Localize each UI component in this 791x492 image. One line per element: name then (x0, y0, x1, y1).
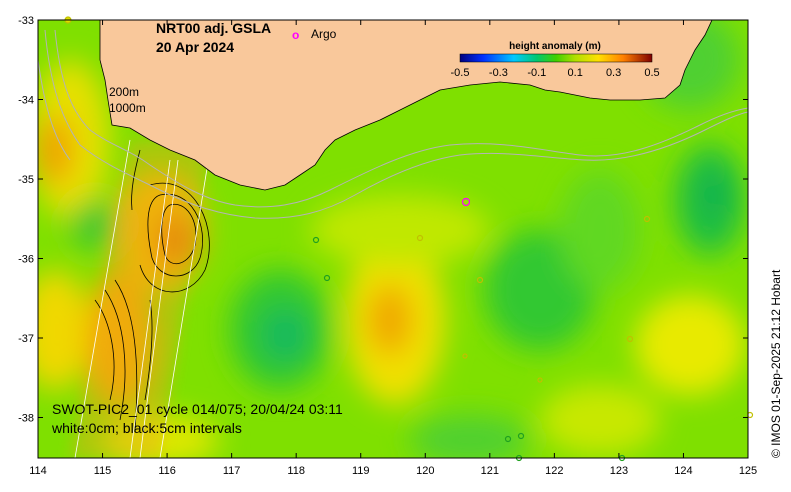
colorbar-tick-label: -0.5 (451, 67, 470, 79)
y-tick-label: -36 (18, 254, 34, 266)
x-tick-label: 114 (29, 465, 47, 477)
y-tick-label: -37 (18, 333, 34, 345)
map-date: 20 Apr 2024 (156, 39, 234, 55)
x-tick-label: 117 (223, 465, 241, 477)
x-tick-label: 116 (158, 465, 176, 477)
x-tick-label: 125 (739, 465, 757, 477)
swot-contours (94, 149, 210, 431)
x-tick-label: 124 (674, 465, 692, 477)
x-tick-label: 123 (610, 465, 628, 477)
x-tick-label: 121 (481, 465, 499, 477)
colorbar-title: height anomaly (m) (509, 41, 601, 52)
y-axis: -33 -34 -35 -36 -37 -38 (18, 15, 748, 425)
argo-legend-marker: o (292, 28, 299, 42)
swot-caption: SWOT-PIC2_01 cycle 014/075; 20/04/24 03:… (52, 401, 343, 417)
x-tick-label: 119 (352, 465, 370, 477)
y-tick-label: -33 (18, 15, 34, 27)
colorbar-tick-label: 0.5 (644, 67, 659, 79)
x-tick-label: 115 (94, 465, 112, 477)
x-tick-label: 118 (287, 465, 305, 477)
argo-float-marker (461, 197, 471, 207)
y-tick-label: -34 (18, 95, 34, 107)
plot-frame (37, 19, 749, 459)
x-tick-label: 122 (545, 465, 563, 477)
y-tick-label: -38 (18, 413, 34, 425)
isobaths (38, 29, 748, 219)
contour-caption: white:0cm; black:5cm intervals (51, 420, 242, 436)
swot-swath (70, 140, 210, 458)
isobath-label-1000m: 1000m (109, 101, 146, 115)
y-tick-label: -35 (18, 174, 34, 186)
argo-legend-label: Argo (311, 27, 337, 41)
colorbar-tick-label: -0.1 (527, 67, 546, 79)
colorbar-tick-label: -0.3 (489, 67, 508, 79)
isobath-label-200m: 200m (109, 85, 139, 99)
credit-text: © IMOS 01-Sep-2025 21:12 Hobart (769, 269, 783, 458)
colorbar-tick-label: 0.3 (606, 67, 621, 79)
colorbar (459, 53, 653, 63)
x-axis: 114 115 116 117 118 119 120 121 122 123 124 125 (29, 20, 757, 477)
land-australia (38, 19, 713, 191)
colorbar-tick-label: 0.1 (568, 67, 583, 79)
colorbar-legend: height anomaly (m) -0.5 -0.3 -0.1 0.1 0.3 0.5 (451, 41, 660, 79)
swot-zero-contours (74, 139, 211, 458)
x-tick-label: 120 (416, 465, 434, 477)
map-title: NRT00 adj. GSLA (156, 20, 271, 36)
